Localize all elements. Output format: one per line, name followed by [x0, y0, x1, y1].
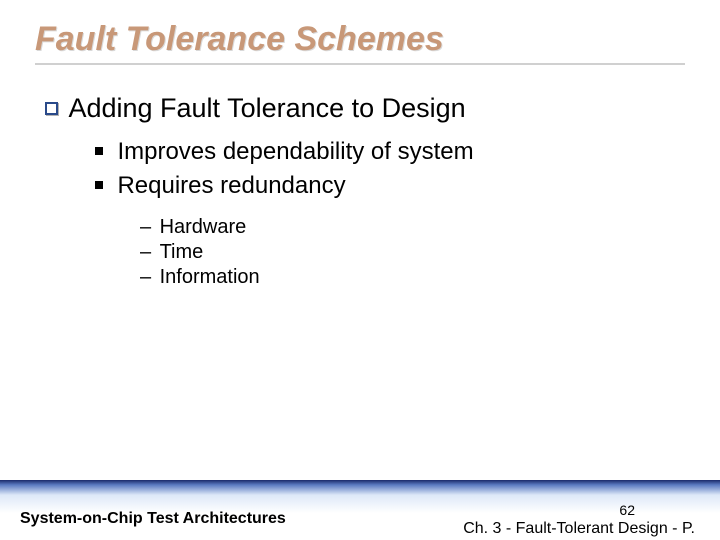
- bullet-level3: – Time: [140, 241, 685, 264]
- level3-text: Hardware: [160, 216, 247, 238]
- filled-square-icon: [95, 147, 103, 155]
- dash-icon: –: [140, 241, 151, 264]
- footer-right-text: Ch. 3 - Fault-Tolerant Design - P.: [463, 520, 695, 538]
- level2-text: Requires redundancy: [117, 172, 345, 199]
- bullet-level2: Requires redundancy: [95, 172, 685, 200]
- level1-text: Adding Fault Tolerance to Design: [68, 93, 465, 123]
- footer-left-text: System-on-Chip Test Architectures: [20, 510, 286, 528]
- bullet-level1: Adding Fault Tolerance to Design: [45, 93, 685, 124]
- hollow-square-icon: [45, 102, 58, 115]
- bullet-level2: Improves dependability of system: [95, 138, 685, 166]
- filled-square-icon: [95, 181, 103, 189]
- dash-icon: –: [140, 216, 151, 239]
- level2-text: Improves dependability of system: [117, 138, 473, 165]
- title-underline: [35, 63, 685, 65]
- bullet-level3: – Information: [140, 266, 685, 289]
- slide-container: Fault Tolerance Schemes Adding Fault Tol…: [0, 0, 720, 540]
- bullet-level3: – Hardware: [140, 216, 685, 239]
- dash-icon: –: [140, 266, 151, 289]
- slide-title: Fault Tolerance Schemes: [35, 20, 685, 59]
- slide-footer: System-on-Chip Test Architectures 62 Ch.…: [0, 480, 720, 540]
- level3-text: Information: [160, 266, 260, 288]
- level3-text: Time: [160, 241, 204, 263]
- page-number: 62: [619, 502, 635, 518]
